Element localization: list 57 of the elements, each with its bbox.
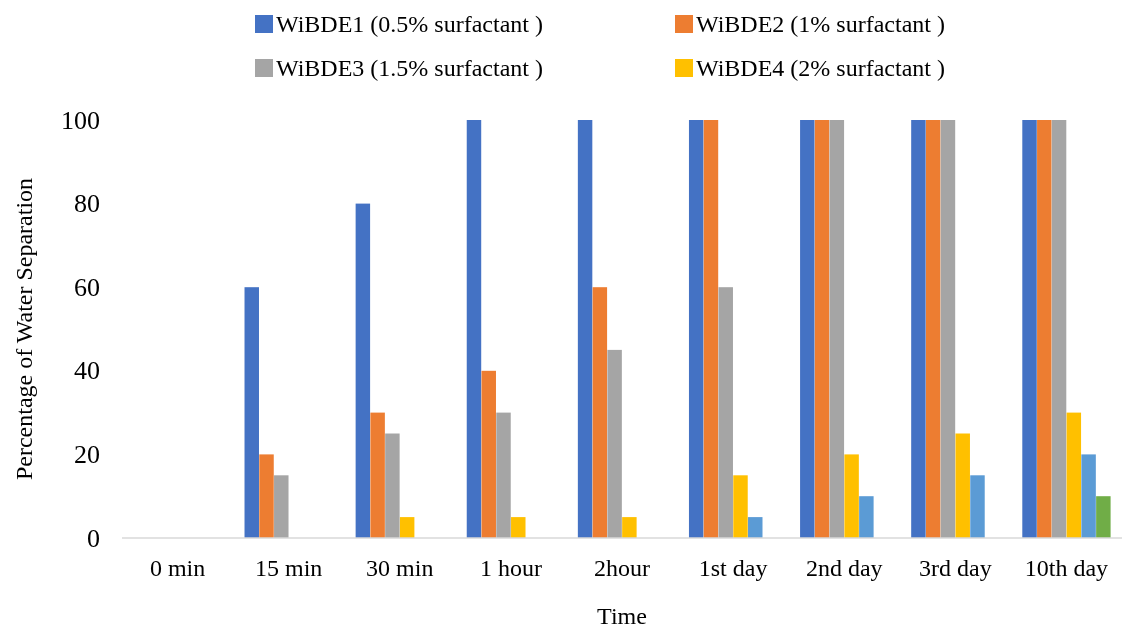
y-tick-label: 40 — [74, 356, 100, 386]
x-tick-label: 3rd day — [919, 555, 992, 581]
x-tick-label: 0 min — [149, 555, 206, 581]
y-tick-label: 80 — [74, 189, 100, 219]
bar — [1096, 496, 1111, 538]
bar — [592, 287, 608, 538]
bar — [1051, 120, 1067, 538]
bar — [955, 433, 970, 538]
legend-label: WiBDE2 (1% surfactant ) — [696, 11, 945, 37]
bar — [718, 287, 733, 538]
bar — [355, 203, 371, 538]
bar — [1066, 412, 1082, 538]
bar — [259, 454, 274, 538]
y-tick-label: 100 — [61, 105, 100, 135]
x-tick-label: 1 hour — [479, 555, 542, 581]
bar — [244, 287, 259, 538]
bar — [1022, 120, 1037, 538]
bar — [496, 412, 511, 538]
x-tick-label: 30 min — [366, 555, 434, 581]
x-tick-label: 1st day — [698, 555, 768, 581]
bar — [925, 120, 941, 538]
bar — [970, 475, 985, 538]
y-tick-label: 20 — [74, 439, 100, 469]
bar — [703, 120, 719, 538]
x-tick-label: 15 min — [254, 555, 323, 581]
bar — [370, 412, 385, 538]
legend-label: WiBDE4 (2% surfactant ) — [696, 55, 945, 81]
bar — [1037, 120, 1052, 538]
bar — [577, 120, 593, 538]
y-axis-title: Percentage of Water Separation — [11, 177, 37, 481]
bar — [385, 433, 400, 538]
bar — [800, 120, 815, 538]
bar — [622, 517, 637, 538]
bar — [1081, 454, 1096, 538]
x-axis-title: Time — [597, 603, 647, 629]
bar — [829, 120, 845, 538]
y-tick-label: 0 — [87, 523, 100, 553]
bar — [859, 496, 874, 538]
bar — [940, 120, 956, 538]
x-tick-label: 2nd day — [805, 555, 883, 581]
bar — [607, 349, 622, 538]
y-tick-label: 60 — [74, 272, 100, 302]
bar — [481, 370, 496, 538]
x-tick-label: 2hour — [594, 555, 650, 581]
bar — [399, 517, 415, 538]
legend-label: WiBDE3 (1.5% surfactant ) — [276, 55, 543, 81]
bar — [466, 120, 482, 538]
bar — [274, 475, 289, 538]
x-tick-label: 10th day — [1024, 555, 1109, 581]
bar — [814, 120, 830, 538]
bar — [733, 475, 748, 538]
legend-label: WiBDE1 (0.5% surfactant ) — [276, 11, 543, 37]
bar — [911, 120, 926, 538]
bar — [688, 120, 704, 538]
bar — [748, 517, 763, 538]
bar — [844, 454, 859, 538]
bar — [511, 517, 526, 538]
